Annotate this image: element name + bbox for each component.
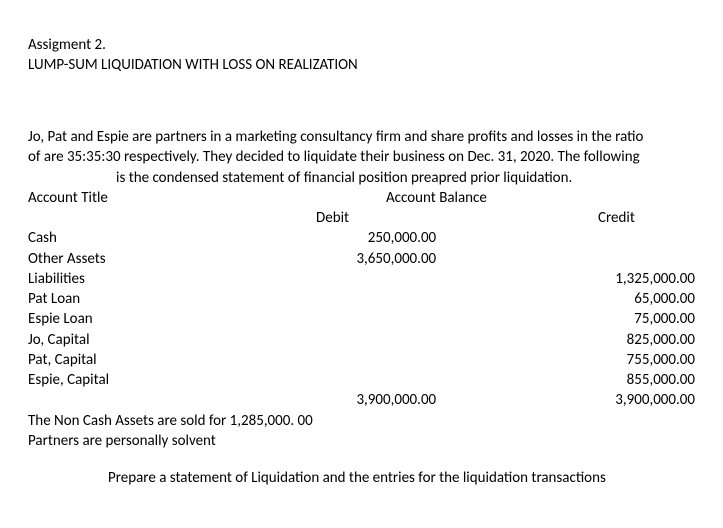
credit-value: 825,000.00 [566, 330, 695, 350]
spacer [436, 330, 565, 350]
account-name: Cash [28, 228, 287, 248]
debit-header: Debit [28, 208, 428, 228]
debit-value [287, 289, 436, 309]
account-title-header: Account Title [28, 188, 288, 208]
debit-value [287, 309, 436, 329]
table-row: Jo, Capital 825,000.00 [28, 330, 695, 350]
credit-header: Credit [428, 208, 635, 228]
credit-value: 1,325,000.00 [566, 269, 695, 289]
totals-row: 3,900,000.00 3,900,000.00 [28, 390, 695, 410]
table-row: Espie Loan 75,000.00 [28, 309, 695, 329]
credit-value [566, 228, 695, 248]
table-row: Other Assets 3,650,000.00 [28, 249, 695, 269]
spacer [436, 309, 565, 329]
table-row: Pat, Capital 755,000.00 [28, 350, 695, 370]
table-header-row-2: Debit Credit [28, 208, 695, 228]
account-name: Espie, Capital [28, 370, 287, 390]
debit-total: 3,900,000.00 [287, 390, 436, 410]
credit-value: 75,000.00 [566, 309, 695, 329]
account-name: Liabilities [28, 269, 287, 289]
footer-note-2: Partners are personally solvent [28, 431, 695, 451]
account-name: Jo, Capital [28, 330, 287, 350]
spacer [436, 269, 565, 289]
table-row: Cash 250,000.00 [28, 228, 695, 248]
assignment-number: Assigment 2. [28, 36, 695, 56]
balance-table: Account Title Account Balance Debit Cred… [28, 188, 695, 411]
intro-line-3: is the condensed statement of financial … [28, 168, 695, 188]
debit-value: 250,000.00 [287, 228, 436, 248]
totals-spacer [28, 390, 287, 410]
table-row: Pat Loan 65,000.00 [28, 289, 695, 309]
debit-value [287, 350, 436, 370]
debit-value [287, 370, 436, 390]
spacer [436, 390, 565, 410]
spacer [436, 228, 565, 248]
spacer [436, 370, 565, 390]
footer-note-1: The Non Cash Assets are sold for 1,285,0… [28, 411, 695, 431]
table-row: Liabilities 1,325,000.00 [28, 269, 695, 289]
intro-line-1: Jo, Pat and Espie are partners in a mark… [28, 127, 695, 147]
instruction-line: Prepare a statement of Liquidation and t… [28, 469, 695, 487]
intro-line-2: of are 35:35:30 respectively. They decid… [28, 147, 695, 167]
spacer [436, 249, 565, 269]
debit-value: 3,650,000.00 [287, 249, 436, 269]
debit-value [287, 269, 436, 289]
intro-paragraph: Jo, Pat and Espie are partners in a mark… [28, 127, 695, 188]
table-header-row-1: Account Title Account Balance [28, 188, 695, 208]
account-name: Pat, Capital [28, 350, 287, 370]
spacer [436, 350, 565, 370]
debit-value [287, 330, 436, 350]
account-name: Pat Loan [28, 289, 287, 309]
table-row: Espie, Capital 855,000.00 [28, 370, 695, 390]
account-balance-header: Account Balance [288, 188, 487, 208]
assignment-title: LUMP-SUM LIQUIDATION WITH LOSS ON REALIZ… [28, 56, 695, 76]
account-name: Espie Loan [28, 309, 287, 329]
credit-value: 855,000.00 [566, 370, 695, 390]
credit-value [566, 249, 695, 269]
account-name: Other Assets [28, 249, 287, 269]
credit-value: 755,000.00 [566, 350, 695, 370]
credit-value: 65,000.00 [566, 289, 695, 309]
spacer [436, 289, 565, 309]
credit-total: 3,900,000.00 [566, 390, 695, 410]
